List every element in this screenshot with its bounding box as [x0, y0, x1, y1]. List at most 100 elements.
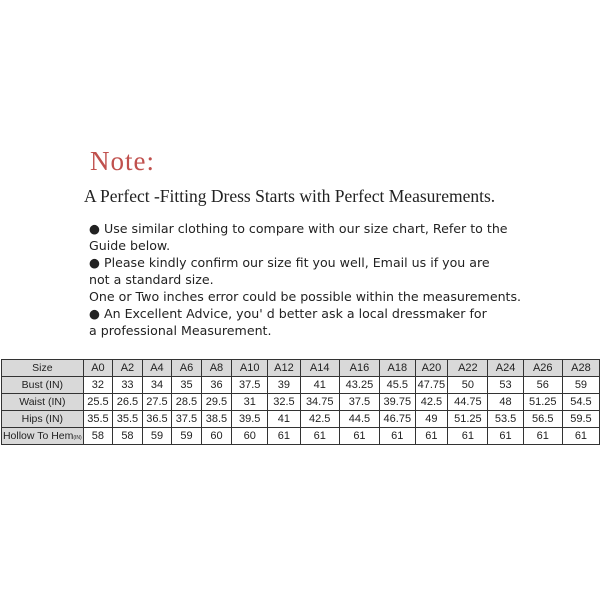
table-cell: 47.75 — [414, 376, 449, 394]
table-cell: 33 — [112, 376, 143, 394]
table-cell: 36.5 — [141, 410, 173, 428]
note-title: Note: — [90, 146, 155, 176]
size-header-cell: A16 — [338, 359, 381, 377]
row-label-text: Waist (IN) — [19, 396, 66, 408]
bullet-line: Guide below. — [89, 238, 171, 253]
row-label: Bust (IN) — [1, 376, 84, 394]
size-header-cell: A20 — [414, 359, 449, 377]
table-cell: 61 — [267, 427, 301, 445]
table-cell: 59 — [561, 376, 600, 394]
row-label-text: Hips (IN) — [21, 413, 64, 425]
bullet-line: ● Use similar clothing to compare with o… — [89, 221, 508, 236]
table-cell: 61 — [487, 427, 524, 445]
table-cell: 35.5 — [112, 410, 143, 428]
table-cell: 27.5 — [141, 393, 173, 411]
table-cell: 28.5 — [171, 393, 202, 411]
table-cell: 49 — [414, 410, 449, 428]
table-cell: 60 — [231, 427, 269, 445]
row-label-text: Hollow To Hem — [2, 430, 74, 442]
table-row: Hips (IN) 35.5 35.5 36.5 37.5 38.5 39.5 41 42.5 4… — [1, 410, 600, 428]
table-cell: 32.5 — [267, 393, 301, 411]
size-chart-table: Size A0 A2 A4 A6 A8 A10 A12 A14 A16 A18 A20 A22 A24 A2… — [1, 359, 600, 445]
unit-label: (IN) — [73, 435, 82, 441]
table-cell: 39.5 — [231, 410, 269, 428]
table-cell: 37.5 — [171, 410, 202, 428]
table-header-row: Size A0 A2 A4 A6 A8 A10 A12 A14 A16 A18 A20 A22 A24 A2… — [1, 359, 600, 377]
bullet-list: ● Use similar clothing to compare with o… — [89, 220, 521, 339]
table-cell: 39 — [267, 376, 301, 394]
size-header-cell: A10 — [231, 359, 269, 377]
bullet-line: ● Please kindly confirm our size fit you… — [89, 255, 490, 270]
table-cell: 41 — [267, 410, 301, 428]
subtitle: A Perfect -Fitting Dress Starts with Per… — [84, 186, 496, 206]
size-header-cell: A0 — [82, 359, 114, 377]
table-cell: 50 — [447, 376, 489, 394]
table-cell: 61 — [338, 427, 381, 445]
table-cell: 61 — [299, 427, 340, 445]
table-cell: 44.75 — [447, 393, 489, 411]
table-cell: 35.5 — [82, 410, 114, 428]
size-header-cell: A18 — [379, 359, 416, 377]
table-cell: 25.5 — [82, 393, 114, 411]
table-cell: 51.25 — [522, 393, 563, 411]
size-header-cell: A6 — [171, 359, 202, 377]
size-header-cell: A4 — [141, 359, 173, 377]
table-cell: 44.5 — [338, 410, 381, 428]
table-cell: 59.5 — [561, 410, 600, 428]
table-cell: 29.5 — [200, 393, 233, 411]
table-row: Hollow To Hem(IN) 58 58 59 59 60 60 61 61 61 61 61 6… — [1, 427, 600, 445]
table-cell: 48 — [487, 393, 524, 411]
table-cell: 61 — [379, 427, 416, 445]
table-cell: 36 — [200, 376, 233, 394]
row-label: Hollow To Hem(IN) — [1, 427, 84, 445]
table-row: Bust (IN) 32 33 34 35 36 37.5 39 41 43.25 45.5 47.7… — [1, 376, 600, 394]
table-cell: 34 — [141, 376, 173, 394]
table-cell: 61 — [414, 427, 449, 445]
table-cell: 32 — [82, 376, 114, 394]
table-cell: 41 — [299, 376, 340, 394]
table-cell: 45.5 — [379, 376, 416, 394]
size-header-cell: A26 — [522, 359, 563, 377]
table-cell: 61 — [447, 427, 489, 445]
header-label: Size — [1, 359, 84, 377]
table-cell: 51.25 — [447, 410, 489, 428]
table-cell: 31 — [231, 393, 269, 411]
row-label: Hips (IN) — [1, 410, 84, 428]
table-cell: 54.5 — [561, 393, 600, 411]
table-cell: 59 — [171, 427, 202, 445]
table-cell: 35 — [171, 376, 202, 394]
table-cell: 58 — [112, 427, 143, 445]
table-cell: 53.5 — [487, 410, 524, 428]
table-cell: 38.5 — [200, 410, 233, 428]
table-cell: 56 — [522, 376, 563, 394]
table-row: Waist (IN) 25.5 26.5 27.5 28.5 29.5 31 32.5 34.7… — [1, 393, 600, 411]
table-cell: 60 — [200, 427, 233, 445]
table-cell: 53 — [487, 376, 524, 394]
table-cell: 46.75 — [379, 410, 416, 428]
size-header-cell: A24 — [487, 359, 524, 377]
bullet-line: ● An Excellent Advice, you' d better ask… — [89, 306, 487, 321]
row-label: Waist (IN) — [1, 393, 84, 411]
table-cell: 59 — [141, 427, 173, 445]
table-cell: 42.5 — [299, 410, 340, 428]
size-header-cell: A8 — [200, 359, 233, 377]
bullet-line: a professional Measurement. — [89, 323, 272, 338]
size-header-cell: A28 — [561, 359, 600, 377]
table-cell: 56.5 — [522, 410, 563, 428]
table-cell: 58 — [82, 427, 114, 445]
row-label-text: Bust (IN) — [21, 379, 64, 391]
bullet-line: One or Two inches error could be possibl… — [89, 289, 522, 304]
table-cell: 39.75 — [379, 393, 416, 411]
table-cell: 61 — [522, 427, 563, 445]
table-cell: 37.5 — [231, 376, 269, 394]
size-header-cell: A12 — [267, 359, 301, 377]
size-header-cell: A22 — [447, 359, 489, 377]
table-cell: 42.5 — [414, 393, 449, 411]
bullet-line: not a standard size. — [89, 272, 214, 287]
table-cell: 26.5 — [112, 393, 143, 411]
size-header-cell: A14 — [299, 359, 340, 377]
size-header-cell: A2 — [112, 359, 143, 377]
table-cell: 37.5 — [338, 393, 381, 411]
table-cell: 34.75 — [299, 393, 340, 411]
table-cell: 43.25 — [338, 376, 381, 394]
